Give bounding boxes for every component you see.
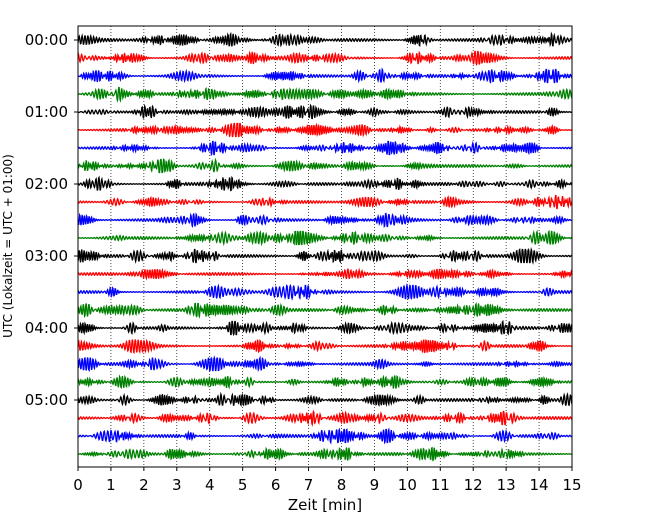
x-axis-label: Zeit [min] (288, 496, 362, 514)
seismogram-trace (77, 86, 573, 103)
seismogram-trace (77, 282, 573, 301)
seismogram-trace (77, 194, 573, 210)
seismogram-trace (77, 355, 573, 373)
y-tick-label: 04:00 (25, 319, 68, 337)
seismogram-trace (77, 247, 573, 265)
x-tick-label: 11 (431, 476, 450, 494)
x-tick-label: 2 (139, 476, 149, 494)
seismogram-trace (77, 229, 573, 247)
seismogram-trace (77, 409, 573, 427)
x-tick-label: 5 (238, 476, 248, 494)
seismogram-traces (77, 31, 573, 462)
seismogram-trace (77, 122, 573, 138)
seismogram-trace (77, 391, 573, 408)
y-tick-label: 05:00 (25, 391, 68, 409)
seismogram-trace (77, 374, 573, 390)
x-tick-label: 9 (370, 476, 380, 494)
seismogram-trace (77, 175, 573, 192)
x-tick-label: 4 (205, 476, 215, 494)
seismogram-trace (77, 446, 573, 462)
x-tick-label: 15 (562, 476, 581, 494)
seismogram-trace (77, 140, 573, 157)
y-tick-label: 03:00 (25, 247, 68, 265)
y-tick-label: 02:00 (25, 175, 68, 193)
y-tick-label: 00:00 (25, 31, 68, 49)
seismogram-trace (77, 31, 573, 48)
x-tick-label: 10 (398, 476, 417, 494)
seismogram-trace (77, 211, 573, 229)
seismogram-trace (77, 50, 573, 66)
x-tick-label: 12 (464, 476, 483, 494)
y-tick-label: 01:00 (25, 103, 68, 121)
seismogram-trace (77, 427, 573, 445)
seismogram-trace (77, 319, 573, 337)
seismogram-trace (77, 267, 573, 281)
x-tick-label: 1 (106, 476, 116, 494)
y-axis-ticks: 00:00 01:00 02:00 03:00 04:00 05:00 (25, 31, 78, 409)
seismogram-trace (77, 67, 573, 84)
x-axis-ticks: 0 1 2 3 4 5 6 7 8 9 10 11 12 13 14 15 (73, 467, 582, 494)
plot-frame (77, 25, 573, 468)
x-tick-label: 6 (271, 476, 281, 494)
x-tick-label: 3 (172, 476, 182, 494)
seismogram-trace (77, 103, 573, 120)
seismogram-trace (77, 338, 573, 355)
x-tick-label: 0 (73, 476, 83, 494)
seismogram-trace (77, 302, 573, 319)
y-axis-label: UTC (Lokalzeit = UTC + 01:00) (1, 154, 15, 338)
x-tick-label: 14 (530, 476, 549, 494)
seismogram-trace (77, 157, 573, 174)
x-tick-label: 7 (304, 476, 314, 494)
x-tick-label: 13 (497, 476, 516, 494)
x-tick-label: 8 (337, 476, 347, 494)
